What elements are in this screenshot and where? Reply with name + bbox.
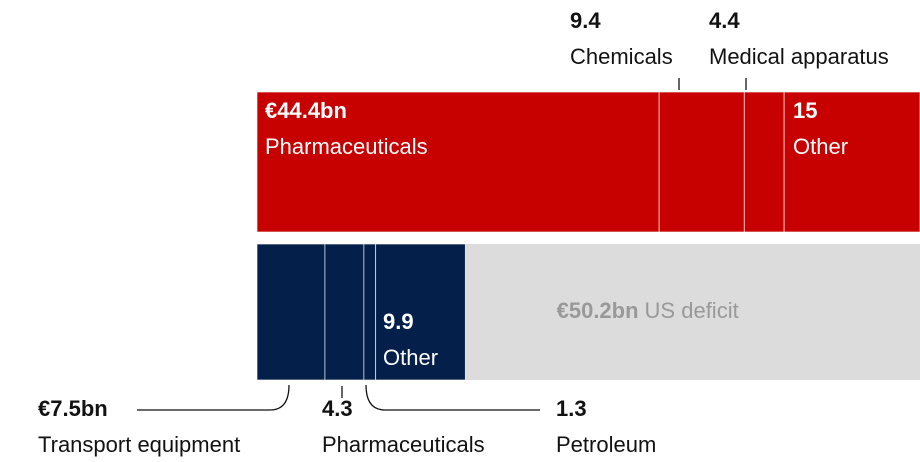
- value-label: 1.3: [556, 396, 587, 421]
- value-label: 9.4: [570, 8, 601, 33]
- segment-name: Pharmaceuticals: [322, 432, 485, 457]
- value-label: €44.4bn: [265, 98, 347, 123]
- bar-segment: [465, 244, 920, 380]
- segment-name: Transport equipment: [38, 432, 240, 457]
- bar-segment: [363, 243, 377, 381]
- segment-name: Other: [793, 134, 848, 159]
- segment-name: Pharmaceuticals: [265, 134, 428, 159]
- value-label: 15: [793, 98, 817, 123]
- value-label: 4.4: [709, 8, 740, 33]
- leader-line: [365, 384, 540, 411]
- segment-name: US deficit: [645, 298, 739, 323]
- bar-segment: [743, 91, 785, 233]
- bar-segment: [256, 91, 660, 233]
- segment-name: Petroleum: [556, 432, 656, 457]
- leader-line: [137, 384, 290, 411]
- bar-segment: [658, 91, 745, 233]
- deficit-label: €50.2bn US deficit: [557, 298, 739, 323]
- value-label: €7.5bn: [38, 396, 108, 421]
- segment-name: Other: [383, 345, 438, 370]
- value-label: 9.9: [383, 309, 414, 334]
- bar-segment: [375, 243, 466, 381]
- value-label: 4.3: [322, 396, 353, 421]
- bar-segment: [256, 243, 326, 381]
- segment-name: Chemicals: [570, 44, 673, 69]
- value-label: €50.2bn: [557, 298, 639, 323]
- segment-name: Medical apparatus: [709, 44, 889, 69]
- bar-segment: [783, 91, 920, 233]
- bar-segment: [324, 243, 365, 381]
